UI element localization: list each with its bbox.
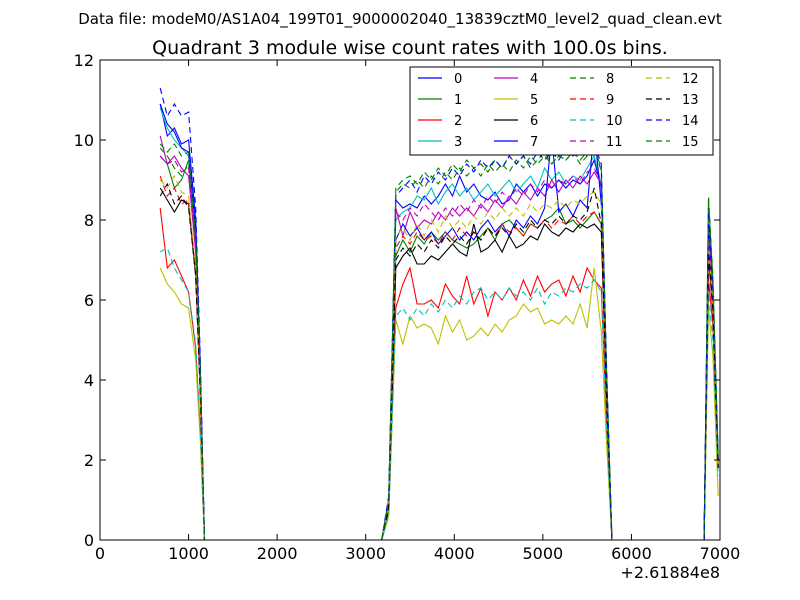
x-tick-label: 1000 — [168, 544, 209, 563]
legend-box — [409, 66, 714, 156]
x-axis-offset-label: +2.61884e8 — [620, 563, 720, 582]
legend-label-7: 7 — [530, 135, 538, 150]
legend-label-0: 0 — [454, 72, 462, 87]
chart-title: Quadrant 3 module wise count rates with … — [152, 37, 668, 59]
y-tick-label: 12 — [74, 51, 94, 70]
y-tick-label: 8 — [84, 211, 94, 230]
legend-label-6: 6 — [530, 114, 538, 129]
legend-label-2: 2 — [454, 114, 462, 129]
legend-label-12: 12 — [682, 72, 699, 87]
y-tick-label: 0 — [84, 531, 94, 550]
legend-label-3: 3 — [454, 135, 462, 150]
legend-label-4: 4 — [530, 72, 538, 87]
legend-label-1: 1 — [454, 93, 462, 108]
y-tick-label: 2 — [84, 451, 94, 470]
legend-label-9: 9 — [606, 93, 614, 108]
x-tick-label: 5000 — [522, 544, 563, 563]
x-tick-label: 7000 — [700, 544, 741, 563]
legend-label-14: 14 — [682, 114, 699, 129]
file-suptitle: Data file: modeM0/AS1A04_199T01_90000020… — [78, 10, 722, 29]
y-tick-label: 6 — [84, 291, 94, 310]
legend-label-10: 10 — [606, 114, 623, 129]
x-tick-label: 0 — [95, 544, 105, 563]
y-tick-label: 10 — [74, 131, 94, 150]
x-tick-label: 6000 — [611, 544, 652, 563]
x-tick-label: 3000 — [345, 544, 386, 563]
y-tick-label: 4 — [84, 371, 94, 390]
legend-label-8: 8 — [606, 72, 614, 87]
x-tick-label: 2000 — [257, 544, 298, 563]
legend-label-11: 11 — [606, 135, 623, 150]
x-tick-label: 4000 — [434, 544, 475, 563]
legend-label-15: 15 — [682, 135, 699, 150]
legend-label-5: 5 — [530, 93, 538, 108]
legend-label-13: 13 — [682, 93, 699, 108]
